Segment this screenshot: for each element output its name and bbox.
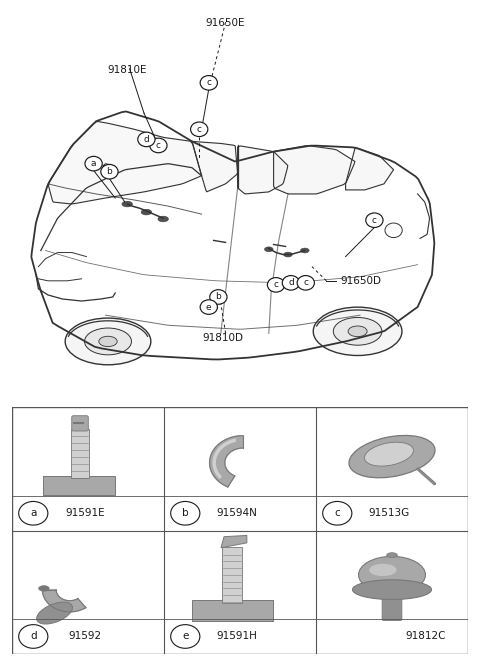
Text: e: e bbox=[182, 631, 189, 641]
Circle shape bbox=[366, 213, 383, 227]
FancyBboxPatch shape bbox=[222, 547, 241, 602]
Text: c: c bbox=[372, 215, 377, 225]
Circle shape bbox=[171, 501, 200, 525]
Ellipse shape bbox=[36, 602, 72, 624]
Circle shape bbox=[267, 278, 285, 292]
Ellipse shape bbox=[99, 336, 117, 347]
Polygon shape bbox=[346, 147, 394, 190]
Ellipse shape bbox=[264, 247, 273, 252]
Polygon shape bbox=[42, 590, 86, 612]
Ellipse shape bbox=[359, 556, 425, 593]
Ellipse shape bbox=[333, 317, 382, 345]
Text: 91650E: 91650E bbox=[206, 18, 245, 28]
Circle shape bbox=[171, 625, 200, 648]
Text: b: b bbox=[107, 168, 112, 176]
Circle shape bbox=[138, 132, 155, 147]
Polygon shape bbox=[274, 146, 355, 194]
Text: a: a bbox=[30, 509, 36, 518]
Text: 91591E: 91591E bbox=[65, 509, 105, 518]
Polygon shape bbox=[238, 146, 288, 194]
Ellipse shape bbox=[369, 564, 396, 576]
Text: 91650D: 91650D bbox=[341, 276, 382, 286]
Text: b: b bbox=[182, 509, 189, 518]
Text: d: d bbox=[288, 279, 294, 287]
Polygon shape bbox=[103, 164, 113, 173]
Text: 91592: 91592 bbox=[68, 631, 102, 641]
Ellipse shape bbox=[348, 326, 367, 336]
Text: 91594N: 91594N bbox=[216, 509, 257, 518]
Polygon shape bbox=[48, 121, 202, 204]
Text: e: e bbox=[206, 303, 212, 311]
Text: c: c bbox=[274, 281, 278, 289]
FancyBboxPatch shape bbox=[71, 429, 89, 478]
Ellipse shape bbox=[284, 252, 292, 257]
Text: 91810D: 91810D bbox=[203, 333, 244, 344]
Ellipse shape bbox=[122, 201, 132, 207]
Circle shape bbox=[323, 501, 352, 525]
Text: 91591H: 91591H bbox=[216, 631, 257, 641]
Ellipse shape bbox=[364, 442, 413, 466]
Text: a: a bbox=[91, 159, 96, 168]
Circle shape bbox=[297, 275, 314, 290]
Polygon shape bbox=[221, 535, 247, 548]
Text: d: d bbox=[144, 135, 149, 144]
Ellipse shape bbox=[300, 248, 309, 253]
FancyBboxPatch shape bbox=[192, 600, 273, 621]
Circle shape bbox=[282, 275, 300, 290]
Text: c: c bbox=[156, 141, 161, 150]
Ellipse shape bbox=[313, 307, 402, 355]
Circle shape bbox=[191, 122, 208, 137]
Ellipse shape bbox=[84, 328, 132, 355]
Text: c: c bbox=[303, 279, 308, 287]
Text: c: c bbox=[197, 125, 202, 134]
Circle shape bbox=[150, 138, 167, 152]
Circle shape bbox=[101, 164, 118, 179]
Text: d: d bbox=[30, 631, 36, 641]
Text: 91513G: 91513G bbox=[368, 509, 409, 518]
Circle shape bbox=[200, 76, 217, 90]
Ellipse shape bbox=[158, 216, 168, 222]
Circle shape bbox=[19, 625, 48, 648]
Ellipse shape bbox=[65, 318, 151, 365]
Polygon shape bbox=[192, 141, 238, 192]
Text: b: b bbox=[216, 292, 221, 302]
Text: 91812C: 91812C bbox=[405, 631, 446, 641]
Ellipse shape bbox=[38, 585, 49, 591]
Text: c: c bbox=[206, 78, 211, 87]
Circle shape bbox=[19, 501, 48, 525]
FancyBboxPatch shape bbox=[43, 476, 115, 495]
FancyBboxPatch shape bbox=[12, 407, 468, 654]
Circle shape bbox=[85, 156, 102, 171]
Text: 91810E: 91810E bbox=[108, 64, 147, 75]
FancyBboxPatch shape bbox=[72, 416, 88, 431]
Ellipse shape bbox=[387, 553, 397, 558]
Text: c: c bbox=[335, 509, 340, 518]
Circle shape bbox=[210, 290, 227, 304]
Circle shape bbox=[200, 300, 217, 314]
Ellipse shape bbox=[352, 579, 432, 599]
Ellipse shape bbox=[349, 436, 435, 478]
Polygon shape bbox=[210, 436, 243, 487]
Ellipse shape bbox=[141, 210, 152, 215]
FancyBboxPatch shape bbox=[382, 596, 402, 620]
